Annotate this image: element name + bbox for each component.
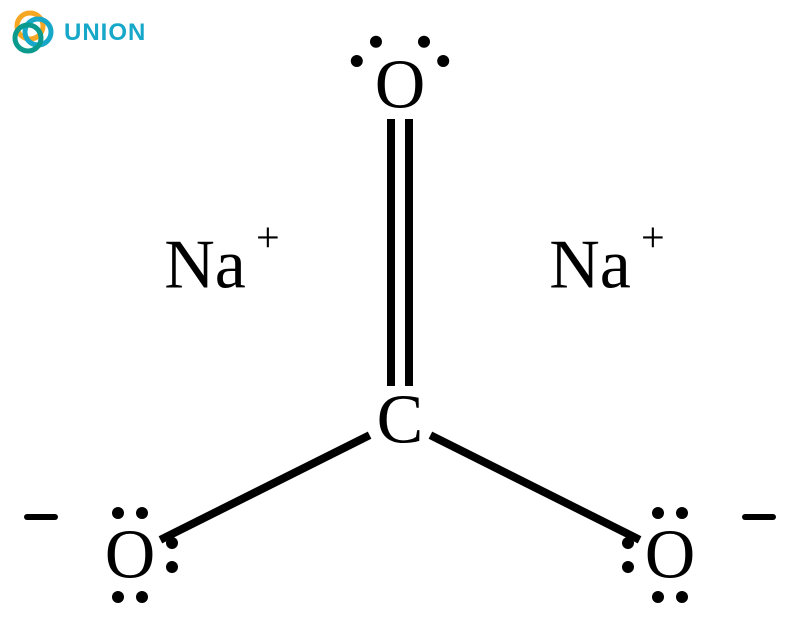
single-bond [430, 435, 639, 540]
lone-pair-dot [351, 55, 363, 67]
atom-o_bl: O [105, 517, 156, 594]
atom-na_l: Na [164, 227, 246, 304]
lone-pair-dot [166, 561, 178, 573]
atom-o_br: O [645, 517, 696, 594]
lone-pair-dot [437, 55, 449, 67]
lone-pair-dot [622, 561, 634, 573]
charge-plus: + [256, 215, 280, 261]
lone-pair-dot [622, 537, 634, 549]
single-bond [160, 435, 369, 540]
atom-c: C [377, 382, 424, 459]
atom-na_r: Na [549, 227, 631, 304]
atom-o_top: O [375, 47, 426, 124]
lewis-structure-diagram: COOONa+Na+ [0, 0, 800, 635]
charge-plus: + [641, 215, 665, 261]
lone-pair-dot [166, 537, 178, 549]
